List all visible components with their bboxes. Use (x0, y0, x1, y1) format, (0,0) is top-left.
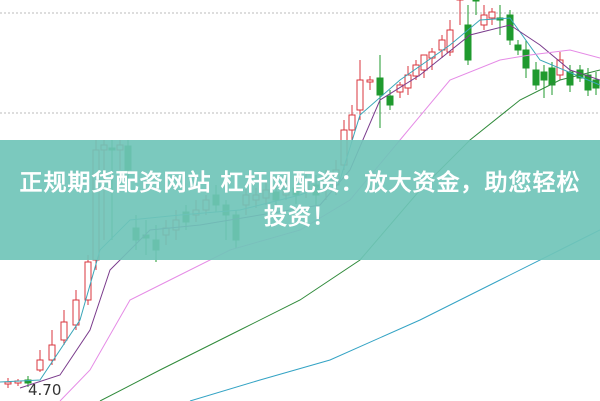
candle-body (464, 24, 472, 61)
candle-body (446, 29, 454, 53)
candle-body (48, 344, 56, 361)
candle-body (522, 49, 530, 69)
candle-body (532, 69, 540, 86)
candle-body (514, 44, 522, 51)
candle-body (60, 321, 68, 341)
candle-body (356, 79, 364, 111)
candle-body (36, 359, 44, 371)
candle-body (24, 379, 32, 384)
candle-body (348, 114, 356, 131)
title-banner: 正规期货配资网站 杠杆网配资：放大资金，助您轻松投资！ (0, 140, 600, 260)
candle-body (396, 84, 404, 93)
candle-body (540, 71, 548, 81)
candle-body (376, 77, 384, 96)
candle-body (366, 79, 374, 83)
candle-body (488, 11, 496, 19)
candle-body (84, 261, 92, 301)
candle-body (584, 74, 592, 91)
candle-body (386, 95, 394, 106)
candle-body (72, 299, 80, 326)
candle-body (548, 67, 556, 86)
banner-title: 正规期货配资网站 杠杆网配资：放大资金，助您轻松投资！ (19, 170, 581, 230)
candle-body (4, 381, 12, 385)
candle-body (420, 54, 428, 71)
candle-body (438, 39, 446, 51)
candle-body (592, 79, 600, 89)
price-label: 4.70 (28, 381, 62, 399)
candle-body (472, 0, 480, 2)
